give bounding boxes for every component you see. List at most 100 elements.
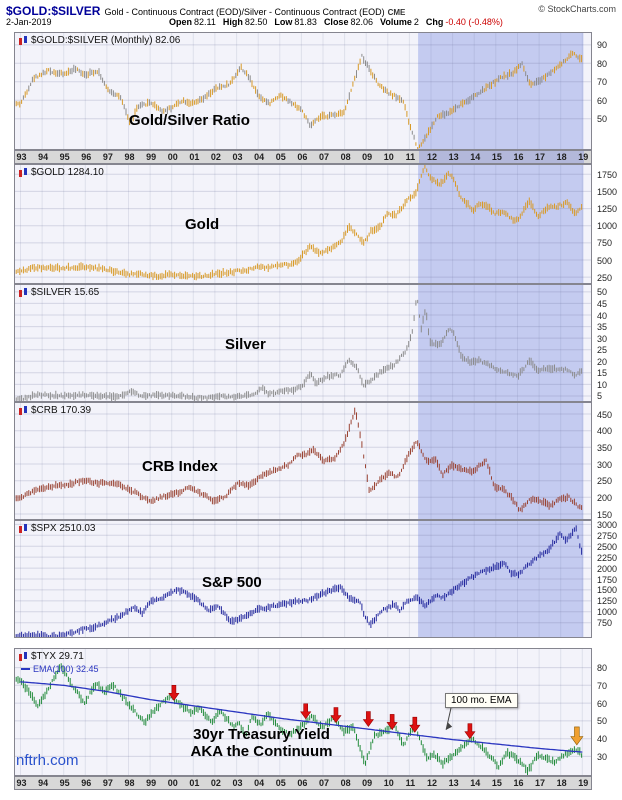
x-tick-label: 07 (318, 152, 329, 162)
x-tick-label: 09 (362, 152, 373, 162)
y-tick-label: 750 (597, 238, 613, 249)
x-tick-label: 07 (318, 778, 329, 788)
y-tick-label: 25 (597, 345, 608, 356)
mini-candlestick-icon (19, 652, 27, 661)
y-tick-label: 70 (597, 77, 608, 88)
x-tick-label: 00 (167, 778, 178, 788)
annotation-gold-silver-ratio: Gold/Silver Ratio (129, 112, 250, 129)
spx-plot (14, 520, 592, 638)
y-tick-label: 250 (597, 272, 613, 283)
blue-line-swatch (21, 668, 30, 670)
x-tick-label: 11 (405, 778, 416, 788)
x-tick-label: 03 (232, 778, 243, 788)
y-tick-label: 150 (597, 509, 613, 520)
x-axis-strip-top: 93 94 95 96 97 98 99 00 01 02 03 04 05 06 07 08 09 10 11 12… (14, 150, 592, 164)
y-tick-label: 450 (597, 409, 613, 420)
stat-label: High (222, 17, 243, 27)
panel-label-spx: $SPX 2510.03 (18, 523, 96, 534)
y-tick-label: 1500 (597, 186, 618, 197)
x-tick-label: 16 (513, 152, 524, 162)
symbol-description: Gold - Continuous Contract (EOD)/Silver … (104, 7, 385, 17)
y-tick-label: 2250 (597, 552, 618, 563)
panel-spx: $SPX 2510.03 S&P 500 750 1000 1250 1500 1750… (14, 520, 617, 638)
chart-header: $GOLD:$SILVER Gold - Continuous Contract … (6, 2, 616, 18)
mini-candlestick-icon (19, 406, 27, 415)
quote-row: 2-Jan-2019 Open 82.11 High 82.50 Low 81.83 Clo… (6, 17, 616, 30)
shaded-region-axis-overlay (419, 151, 585, 163)
x-tick-label: 16 (513, 778, 524, 788)
panel-label-text: $GOLD 1284.10 (31, 167, 104, 178)
stat-value: 81.83 (294, 17, 317, 27)
stat-label: Close (323, 17, 349, 27)
y-tick-label: 50 (597, 716, 608, 727)
panel-label-silver: $SILVER 15.65 (18, 287, 99, 298)
y-tick-label: 1500 (597, 585, 618, 596)
y-tick-label: 50 (597, 114, 608, 125)
y-tick-label: 40 (597, 310, 608, 321)
x-tick-label: 95 (59, 152, 70, 162)
mini-candlestick-icon (19, 168, 27, 177)
stat-label: Volume (379, 17, 412, 27)
x-tick-label: 11 (405, 152, 416, 162)
red-down-arrow-icon (386, 714, 398, 730)
panel-label-text: $GOLD:$SILVER (Monthly) 82.06 (31, 35, 181, 46)
y-tick-label: 15 (597, 368, 608, 379)
y-tick-label: 80 (597, 663, 608, 674)
panel-gold: $GOLD 1284.10 Gold 250 500 750 1000 1250 1500… (14, 164, 617, 284)
stat-value: 82.11 (194, 17, 216, 27)
exchange-label: CME (387, 8, 406, 17)
nftrh-watermark: nftrh.com (16, 752, 79, 769)
y-tick-label: 1250 (597, 596, 618, 607)
x-tick-label: 06 (297, 778, 308, 788)
y-tick-label: 10 (597, 379, 608, 390)
mini-candlestick-icon (19, 288, 27, 297)
x-tick-label: 03 (232, 152, 243, 162)
x-tick-label: 14 (470, 152, 481, 162)
x-tick-label: 96 (81, 778, 92, 788)
x-tick-label: 10 (383, 778, 394, 788)
y-tick-label: 500 (597, 255, 613, 266)
y-tick-label: 30 (597, 333, 608, 344)
red-down-arrow-icon (409, 716, 421, 733)
crb-plot (14, 402, 592, 520)
annotation-crb: CRB Index (142, 458, 218, 475)
y-tick-label: 80 (597, 58, 608, 69)
y-tick-label: 1000 (597, 221, 618, 232)
stat-value: -0.40 (-0.48%) (445, 17, 503, 27)
x-tick-label: 19 (578, 152, 589, 162)
y-tick-label: 2750 (597, 530, 618, 541)
panel-crb: $CRB 170.39 CRB Index 150 200 250 300 350 400… (14, 402, 612, 520)
y-tick-label: 30 (597, 751, 608, 762)
stat-value: 2 (413, 17, 419, 27)
stat-value: 82.50 (244, 17, 268, 27)
x-tick-label: 94 (38, 152, 49, 162)
y-tick-label: 35 (597, 322, 608, 333)
x-tick-label: 12 (427, 778, 438, 788)
x-tick-label: 96 (81, 152, 92, 162)
x-tick-label: 18 (556, 778, 567, 788)
x-tick-label: 17 (535, 152, 546, 162)
y-tick-label: 50 (597, 287, 608, 298)
annotation-gold: Gold (185, 216, 220, 233)
orange-down-arrow-icon (570, 726, 584, 746)
x-tick-label: 04 (254, 778, 265, 788)
panel-tyx: $TYX 29.71 EMA(100) 32.45 30yr Treasury … (14, 648, 607, 776)
x-tick-label: 13 (448, 778, 459, 788)
x-tick-label: 01 (189, 152, 200, 162)
y-tick-label: 40 (597, 734, 608, 745)
y-tick-label: 1250 (597, 204, 618, 215)
x-tick-label: 19 (578, 778, 589, 788)
mini-candlestick-icon (19, 36, 27, 45)
y-tick-label: 45 (597, 298, 608, 309)
red-down-arrow-icon (168, 685, 180, 701)
quote-date: 2-Jan-2019 (6, 17, 52, 27)
x-tick-label: 94 (38, 778, 49, 788)
annotation-silver: Silver (225, 336, 266, 353)
stat-value: 82.06 (350, 17, 373, 27)
x-tick-label: 08 (340, 152, 351, 162)
y-tick-label: 350 (597, 442, 613, 453)
ratio-plot (14, 32, 592, 150)
tyx-plot (14, 648, 592, 776)
panel-label-text: $SILVER 15.65 (31, 287, 100, 298)
x-tick-label: 14 (470, 778, 481, 788)
